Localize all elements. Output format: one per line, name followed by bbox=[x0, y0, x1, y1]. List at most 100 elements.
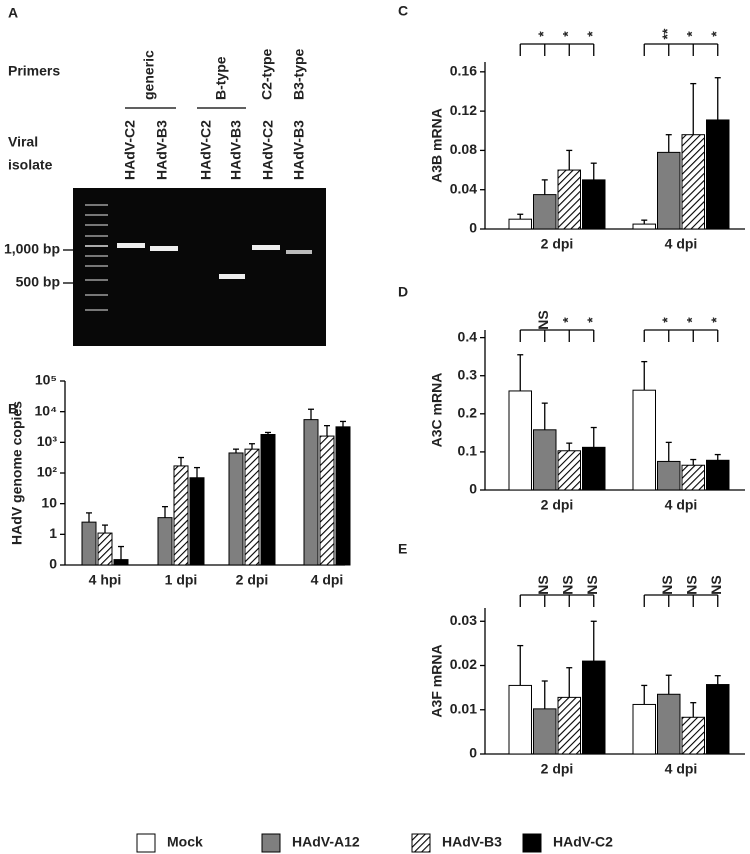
bar bbox=[173, 465, 189, 566]
primer-label: B3-type bbox=[291, 48, 307, 100]
bar bbox=[533, 194, 557, 230]
legend-swatch bbox=[261, 833, 281, 853]
bar bbox=[113, 559, 129, 566]
x-tick-label: 2 dpi bbox=[236, 572, 269, 588]
bar bbox=[319, 435, 335, 566]
bar bbox=[681, 134, 705, 230]
significance: * bbox=[560, 31, 576, 37]
significance: * bbox=[684, 317, 700, 323]
panel-label: C bbox=[398, 3, 408, 19]
panel-label: A bbox=[8, 5, 18, 21]
underlines bbox=[63, 107, 246, 284]
bar bbox=[557, 169, 581, 230]
significance: * bbox=[684, 31, 700, 37]
bar bbox=[706, 119, 730, 230]
primers-label: Primers bbox=[8, 63, 60, 79]
y-tick-label: 10³ bbox=[37, 433, 58, 449]
significance: NS bbox=[659, 575, 675, 594]
marker-label: 500 bp bbox=[16, 274, 60, 290]
y-axis-label: A3C mRNA bbox=[429, 373, 445, 448]
bar bbox=[557, 450, 581, 491]
lane-label: HAdV-C2 bbox=[260, 120, 276, 180]
lane-label: HAdV-C2 bbox=[122, 120, 138, 180]
significance: NS bbox=[584, 575, 600, 594]
bar bbox=[632, 389, 656, 491]
bar bbox=[335, 426, 351, 566]
y-tick-label: 0.1 bbox=[458, 443, 478, 459]
bar bbox=[657, 460, 681, 491]
bar bbox=[508, 390, 532, 491]
y-tick-label: 1 bbox=[49, 525, 57, 541]
significance: * bbox=[560, 317, 576, 323]
significance: * bbox=[535, 31, 551, 37]
lane-label: HAdV-B3 bbox=[291, 120, 307, 180]
primer-label: generic bbox=[141, 50, 157, 100]
bar bbox=[157, 517, 173, 566]
bar bbox=[81, 521, 97, 566]
significance: * bbox=[659, 317, 675, 323]
bar bbox=[508, 218, 532, 230]
significance: NS bbox=[535, 310, 551, 329]
x-tick-label: 4 dpi bbox=[665, 497, 698, 513]
x-tick-label: 4 dpi bbox=[311, 572, 344, 588]
primer-label: B-type bbox=[213, 56, 229, 100]
significance: NS bbox=[535, 575, 551, 594]
y-tick-label: 0.01 bbox=[450, 700, 477, 716]
y-axis-label: A3B mRNA bbox=[429, 108, 445, 183]
significance: NS bbox=[684, 575, 700, 594]
bar bbox=[632, 703, 656, 755]
bar bbox=[681, 464, 705, 491]
y-tick-label: 0.16 bbox=[450, 63, 477, 79]
lane-label: HAdV-B3 bbox=[154, 120, 170, 180]
bar bbox=[706, 684, 730, 755]
ladder bbox=[85, 204, 108, 311]
x-tick-label: 4 dpi bbox=[665, 236, 698, 252]
panel-label: D bbox=[398, 284, 408, 300]
panel-label: E bbox=[398, 541, 407, 557]
legend-label: Mock bbox=[167, 834, 203, 850]
bar bbox=[632, 223, 656, 230]
bar bbox=[706, 459, 730, 491]
bar bbox=[533, 429, 557, 491]
legend-label: HAdV-C2 bbox=[553, 834, 613, 850]
y-axis-label: HAdV genome copies bbox=[9, 401, 25, 545]
gel bbox=[73, 188, 326, 346]
significance: * bbox=[584, 31, 600, 37]
legend-swatch bbox=[411, 833, 431, 853]
y-tick-label: 0.04 bbox=[450, 180, 477, 196]
y-tick-label: 10 bbox=[41, 494, 57, 510]
x-tick-label: 1 dpi bbox=[165, 572, 198, 588]
y-tick-label: 10⁴ bbox=[35, 402, 58, 418]
legend-label: HAdV-A12 bbox=[292, 834, 360, 850]
y-tick-label: 0.08 bbox=[450, 141, 477, 157]
y-tick-label: 0 bbox=[49, 556, 57, 572]
y-tick-label: 0.02 bbox=[450, 656, 477, 672]
bar bbox=[244, 448, 260, 566]
y-tick-label: 0.12 bbox=[450, 102, 477, 118]
y-axis-label: A3F mRNA bbox=[429, 644, 445, 717]
panel-label: B bbox=[8, 401, 18, 417]
y-tick-label: 0.3 bbox=[458, 366, 478, 382]
y-tick-label: 10⁵ bbox=[35, 372, 57, 388]
bar bbox=[582, 446, 606, 491]
bar bbox=[228, 452, 244, 566]
significance: NS bbox=[560, 575, 576, 594]
y-tick-label: 0 bbox=[469, 745, 477, 761]
bar bbox=[582, 660, 606, 755]
isolate-label: Viral bbox=[8, 134, 38, 150]
bar bbox=[657, 151, 681, 230]
bar bbox=[557, 696, 581, 755]
bar bbox=[97, 532, 113, 566]
y-tick-label: 0.4 bbox=[458, 328, 478, 344]
y-tick-label: 0.03 bbox=[450, 612, 477, 628]
significance: * bbox=[584, 317, 600, 323]
x-tick-label: 2 dpi bbox=[541, 236, 574, 252]
bar bbox=[189, 477, 205, 566]
x-tick-label: 2 dpi bbox=[541, 761, 574, 777]
bar bbox=[681, 716, 705, 755]
isolate-label: isolate bbox=[8, 157, 53, 173]
lane-label: HAdV-B3 bbox=[228, 120, 244, 180]
marker-label: 1,000 bp bbox=[4, 241, 60, 257]
legend-swatch bbox=[522, 833, 542, 853]
